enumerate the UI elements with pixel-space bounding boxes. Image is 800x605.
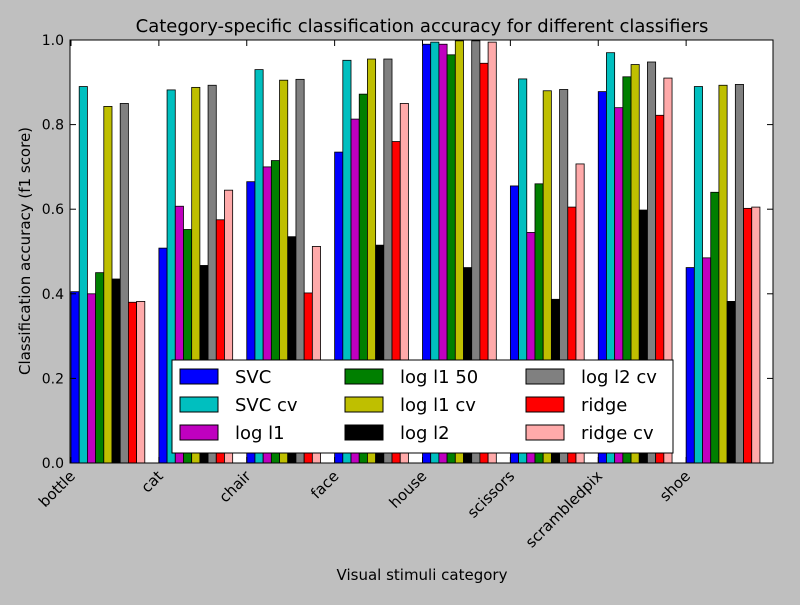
legend-swatch [344, 368, 384, 385]
legend-label: log l1 [235, 423, 285, 444]
series-SVC-cv [78, 41, 703, 464]
y-tick-label: 0.8 [42, 118, 64, 134]
bar [70, 291, 80, 464]
bar [78, 86, 88, 464]
y-tick-label: 0.6 [42, 202, 64, 218]
legend-item: log l1 cv [344, 395, 476, 416]
legend-swatch [525, 396, 565, 413]
bar [693, 86, 703, 464]
legend-label: ridge cv [581, 423, 654, 444]
legend-label: log l2 [400, 423, 450, 444]
chart-title: Category-specific classification accurac… [136, 16, 709, 37]
bar [710, 191, 720, 464]
legend-label: ridge [581, 395, 627, 416]
legend-box [171, 359, 674, 454]
legend-item: ridge [525, 395, 627, 416]
x-axis-label: Visual stimuli category [337, 566, 508, 584]
legend-label: log l1 cv [400, 395, 476, 416]
legend-item: log l1 50 [344, 367, 478, 388]
axes-frame [69, 39, 774, 464]
legend-swatch [525, 424, 565, 441]
bar [103, 106, 113, 464]
bar [743, 207, 753, 464]
legend-label: log l1 50 [400, 367, 478, 388]
bar [734, 84, 744, 464]
legend-item: SVC [179, 367, 271, 388]
legend-item: log l1 [179, 423, 285, 444]
series-log-l1 [87, 43, 712, 464]
legend-label: SVC cv [235, 395, 298, 416]
legend-item: ridge cv [525, 423, 654, 444]
y-tick-label: 0.4 [42, 287, 64, 303]
bar [127, 301, 137, 464]
legend-swatch [344, 396, 384, 413]
y-tick-label: 0.0 [42, 456, 64, 472]
y-tick-label: 1.0 [42, 33, 64, 49]
legend-label: SVC [235, 367, 271, 388]
bar [726, 301, 736, 464]
legend-item: log l2 [344, 423, 450, 444]
legend-swatch [525, 368, 565, 385]
legend: SVC SVC cv log l1 log l1 50 log l1 cv log l2 l… [171, 359, 674, 454]
bar [111, 278, 121, 464]
legend-swatch [344, 424, 384, 441]
bar [136, 301, 146, 464]
bar [87, 293, 97, 464]
bar [685, 267, 695, 464]
legend-item: SVC cv [179, 395, 298, 416]
bar [95, 272, 105, 464]
bar [751, 206, 761, 464]
bar [119, 103, 129, 464]
series-log-l1-50 [95, 54, 720, 464]
legend-swatch [179, 396, 219, 413]
bar [158, 247, 168, 464]
legend-label: log l2 cv [581, 367, 657, 388]
legend-swatch [179, 424, 219, 441]
legend-item: log l2 cv [525, 367, 657, 388]
bar [702, 257, 712, 464]
bar [718, 84, 728, 464]
legend-swatch [179, 368, 219, 385]
y-axis-label: Classification accuracy (f1 score) [16, 127, 34, 375]
y-tick-label: 0.2 [42, 371, 64, 387]
